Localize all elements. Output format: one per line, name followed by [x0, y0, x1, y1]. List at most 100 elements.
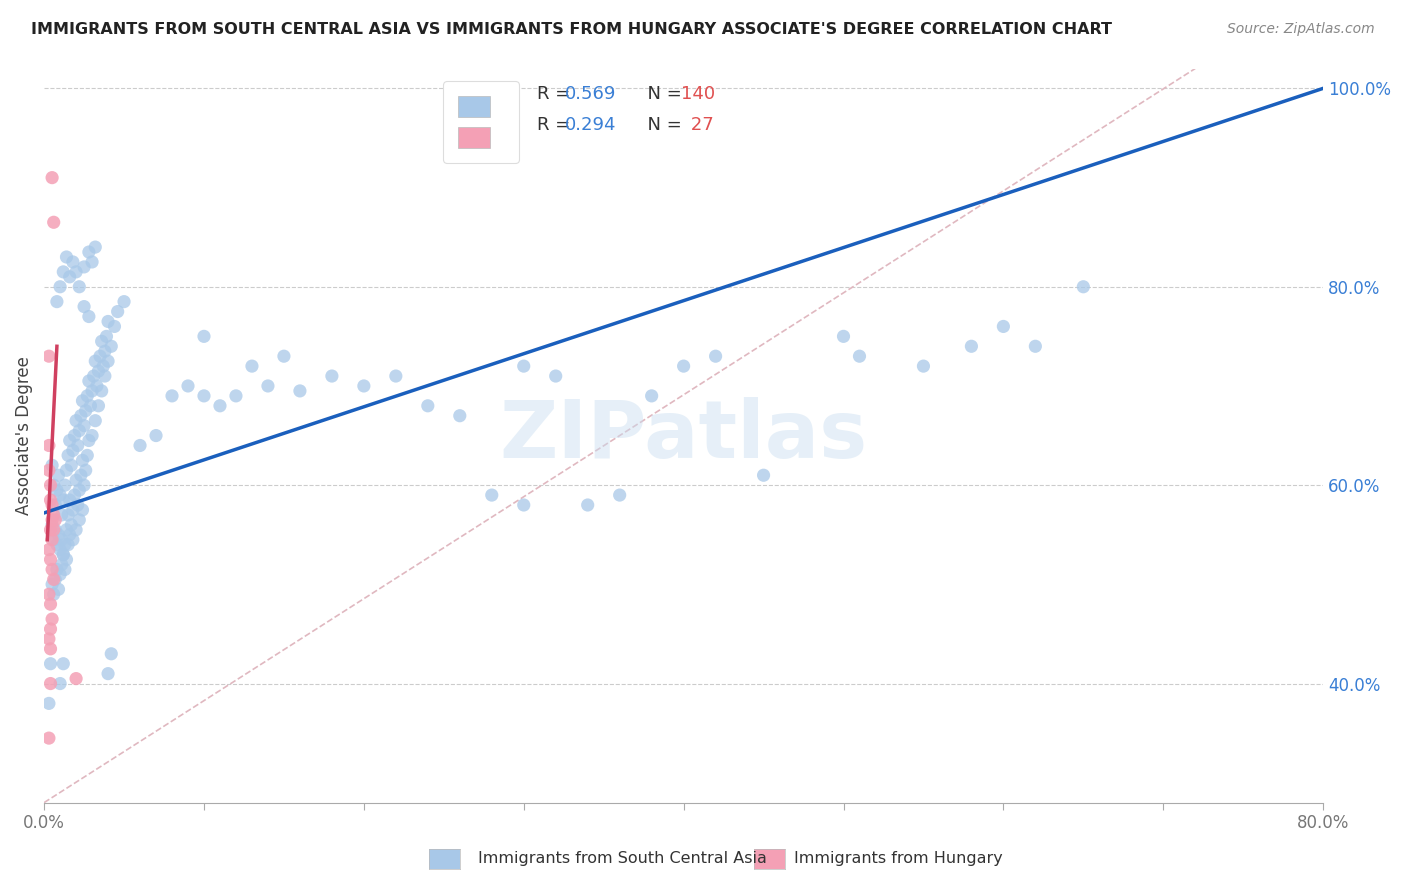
- Point: [77, 374, 100, 388]
- Point: [39, 597, 62, 611]
- Point: [45, 538, 67, 552]
- Point: [90, 334, 112, 349]
- Point: [49, 676, 72, 690]
- Point: [72, 453, 94, 467]
- Point: [90, 384, 112, 398]
- Point: [80, 384, 103, 398]
- Point: [145, 428, 167, 442]
- Point: [44, 523, 66, 537]
- Point: [41, 498, 63, 512]
- Point: [38, 438, 60, 452]
- Point: [77, 245, 100, 260]
- Point: [41, 577, 63, 591]
- Point: [59, 493, 82, 508]
- Point: [62, 503, 84, 517]
- Point: [77, 310, 100, 324]
- Point: [39, 622, 62, 636]
- Text: 140: 140: [681, 85, 714, 103]
- Point: [73, 478, 96, 492]
- Point: [70, 468, 93, 483]
- Point: [38, 463, 60, 477]
- Point: [66, 438, 89, 452]
- Point: [129, 438, 152, 452]
- Point: [640, 389, 662, 403]
- Point: [70, 409, 93, 423]
- Point: [39, 493, 62, 508]
- Point: [86, 379, 108, 393]
- Point: [56, 508, 79, 522]
- Point: [38, 697, 60, 711]
- Point: [416, 399, 439, 413]
- Point: [94, 369, 117, 384]
- Point: [65, 523, 87, 537]
- Text: 0.569: 0.569: [565, 85, 617, 103]
- Point: [65, 414, 87, 428]
- Point: [513, 359, 536, 373]
- Point: [45, 562, 67, 576]
- Point: [48, 528, 70, 542]
- Point: [73, 418, 96, 433]
- Point: [45, 294, 67, 309]
- Point: [257, 379, 280, 393]
- Point: [55, 250, 77, 264]
- Point: [53, 478, 76, 492]
- Point: [56, 449, 79, 463]
- Point: [56, 538, 79, 552]
- Point: [39, 523, 62, 537]
- Point: [52, 265, 75, 279]
- Point: [94, 344, 117, 359]
- Point: [848, 349, 870, 363]
- Point: [67, 279, 90, 293]
- Point: [49, 567, 72, 582]
- Point: [75, 463, 97, 477]
- Point: [112, 294, 135, 309]
- Point: [55, 463, 77, 477]
- Point: [513, 498, 536, 512]
- Point: [76, 389, 98, 403]
- Point: [912, 359, 935, 373]
- Point: [51, 558, 73, 572]
- Point: [76, 449, 98, 463]
- Point: [39, 657, 62, 671]
- Point: [77, 434, 100, 448]
- Point: [80, 255, 103, 269]
- Point: [60, 458, 83, 473]
- Point: [48, 468, 70, 483]
- Point: [41, 170, 63, 185]
- Point: [49, 488, 72, 502]
- Point: [45, 483, 67, 497]
- Text: Immigrants from South Central Asia: Immigrants from South Central Asia: [478, 851, 766, 865]
- Point: [609, 488, 631, 502]
- Point: [752, 468, 775, 483]
- Point: [672, 359, 695, 373]
- Point: [39, 552, 62, 566]
- Point: [63, 488, 86, 502]
- Point: [41, 562, 63, 576]
- Point: [62, 533, 84, 547]
- Point: [75, 403, 97, 417]
- Point: [288, 384, 311, 398]
- Point: [51, 533, 73, 547]
- Text: R =: R =: [537, 116, 576, 134]
- Point: [52, 548, 75, 562]
- Point: [84, 354, 107, 368]
- Point: [208, 399, 231, 413]
- Point: [60, 517, 83, 532]
- Point: [273, 349, 295, 363]
- Point: [960, 339, 983, 353]
- Point: [1024, 339, 1046, 353]
- Point: [177, 379, 200, 393]
- Point: [48, 582, 70, 597]
- Point: [38, 542, 60, 557]
- Point: [73, 300, 96, 314]
- Point: [41, 458, 63, 473]
- Text: Source: ZipAtlas.com: Source: ZipAtlas.com: [1227, 22, 1375, 37]
- Point: [321, 369, 343, 384]
- Point: [103, 319, 125, 334]
- Text: ZIPatlas: ZIPatlas: [499, 397, 868, 475]
- Point: [89, 349, 111, 363]
- Point: [39, 478, 62, 492]
- Point: [63, 428, 86, 442]
- Point: [42, 478, 65, 492]
- Point: [544, 369, 567, 384]
